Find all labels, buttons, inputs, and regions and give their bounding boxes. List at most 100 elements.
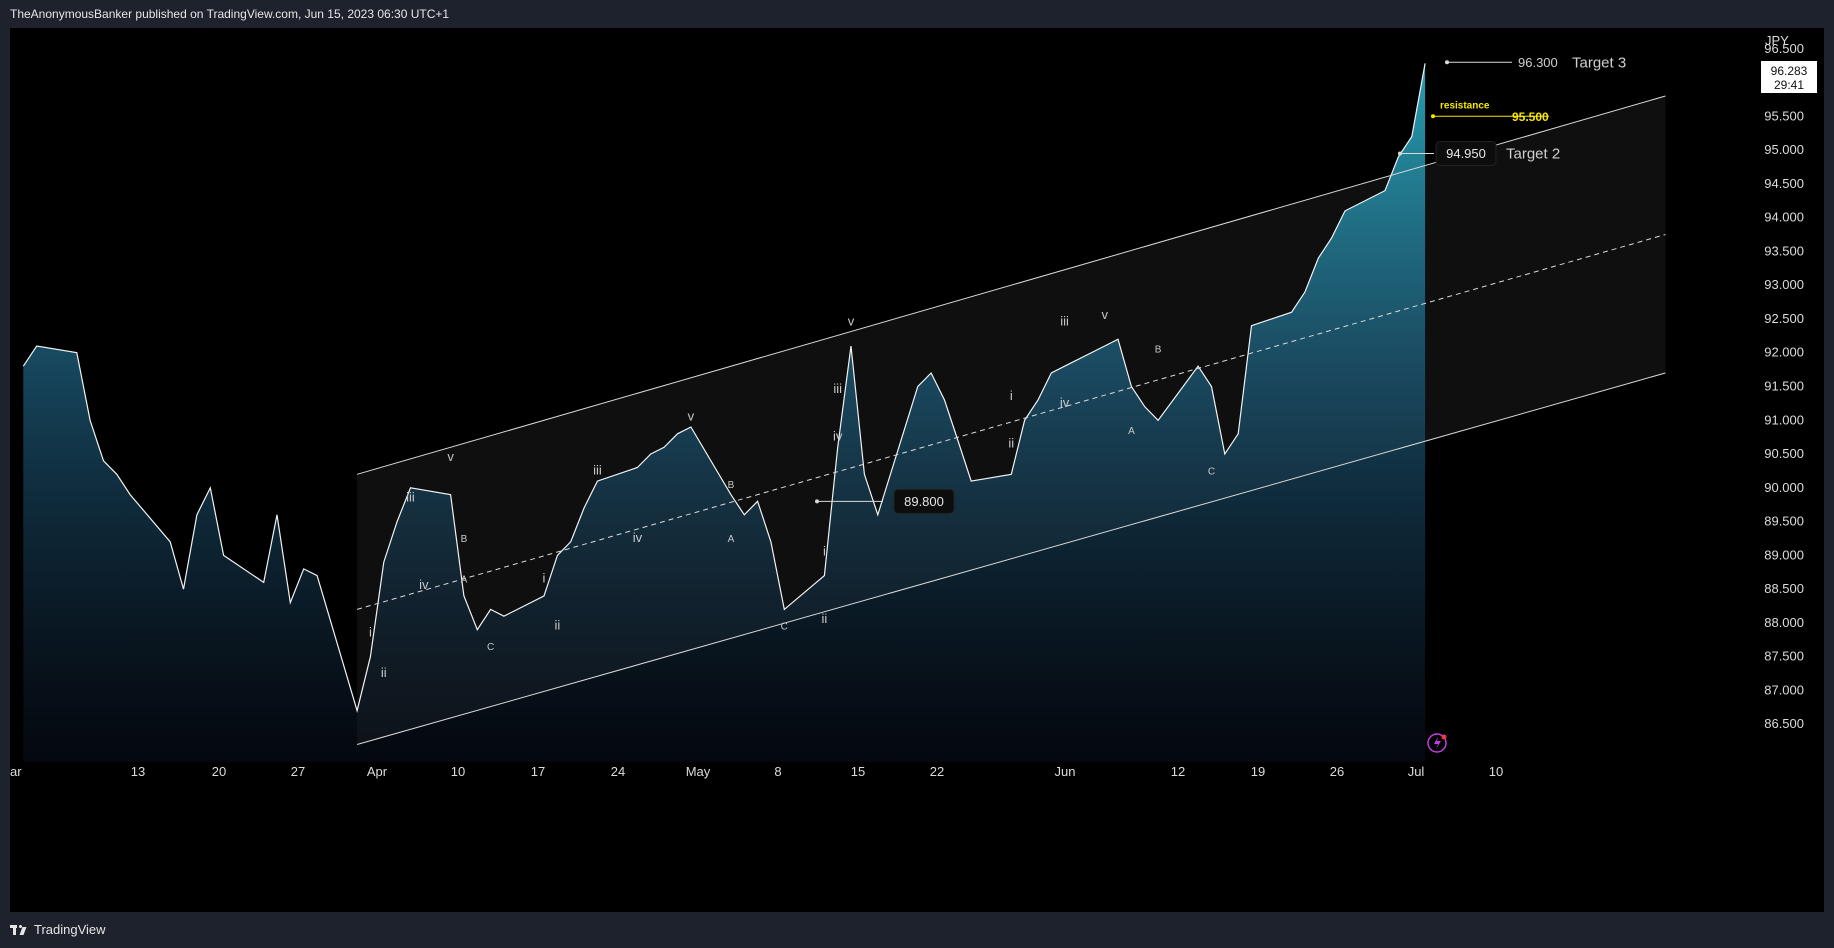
y-tick-label: 94.500	[1764, 176, 1804, 191]
level-label: resistance	[1440, 100, 1490, 111]
y-tick-label: 88.500	[1764, 581, 1804, 596]
level-anchor[interactable]	[1398, 151, 1402, 156]
levels-layer: 96.300 Target 3 95.500 resistance 94.950 Targ…	[815, 54, 1626, 514]
wave-label: B	[1155, 345, 1162, 356]
countdown-value: 29:41	[1774, 78, 1804, 92]
y-tick-label: 92.500	[1764, 311, 1804, 326]
level-anchor[interactable]	[1431, 114, 1435, 119]
wave-labels-layer: iiiiiiivvBACiiiiiiivvBACiiiiiiivviiiiiii…	[369, 307, 1215, 680]
x-tick-label: 26	[1330, 764, 1344, 779]
y-tick-label: 87.000	[1764, 683, 1804, 698]
x-tick-label: Apr	[367, 764, 388, 779]
x-tick-label: ar	[10, 764, 22, 779]
y-tick-label: 87.500	[1764, 649, 1804, 664]
y-tick-label: 86.500	[1764, 716, 1804, 731]
x-tick-label: 10	[451, 764, 465, 779]
y-tick-label: 92.000	[1764, 345, 1804, 360]
price-line	[22, 63, 1426, 713]
wave-label: v	[447, 449, 454, 464]
wave-label: C	[781, 622, 788, 633]
y-tick-label: 89.500	[1764, 514, 1804, 529]
wave-label: v	[1101, 307, 1108, 322]
wave-label: A	[461, 574, 468, 585]
y-tick-label: 96.500	[1764, 41, 1804, 56]
wave-label: iii	[406, 489, 415, 504]
x-tick-label: 27	[291, 764, 305, 779]
wave-label: B	[728, 480, 735, 491]
wave-label: i	[1010, 388, 1013, 403]
currency-label: JPY	[1765, 33, 1789, 48]
y-tick-label: 91.000	[1764, 412, 1804, 427]
x-tick-label: 15	[851, 764, 865, 779]
y-tick-label: 93.000	[1764, 277, 1804, 292]
wave-label: A	[1128, 426, 1135, 437]
channel-lower-line[interactable]	[356, 372, 1666, 745]
wave-label: C	[487, 642, 494, 653]
level-anchor[interactable]	[1445, 60, 1449, 65]
wave-label: ii	[1008, 435, 1014, 450]
x-tick-label: 22	[930, 764, 944, 779]
level-anchor[interactable]	[815, 499, 819, 504]
wave-label: ii	[822, 611, 828, 626]
y-tick-label: 94.000	[1764, 210, 1804, 225]
wave-label: v	[688, 408, 695, 423]
channel-mid-line[interactable]	[356, 234, 1666, 610]
wave-label: B	[461, 534, 468, 545]
y-axis[interactable]: 96.50096.00095.50095.00094.50094.00093.5…	[1764, 41, 1804, 731]
y-tick-label: 90.000	[1764, 480, 1804, 495]
wave-label: C	[1208, 466, 1215, 477]
x-tick-label: Jul	[1408, 764, 1425, 779]
x-tick-label: 20	[212, 764, 226, 779]
brand-label: TradingView	[34, 922, 106, 937]
price-area	[23, 63, 1426, 762]
wave-label: i	[823, 543, 826, 558]
wave-label: v	[848, 314, 855, 329]
footer-bar: TradingView	[0, 912, 1834, 948]
wave-label: i	[369, 624, 372, 639]
x-tick-label: 19	[1251, 764, 1265, 779]
level-value-box	[893, 488, 955, 514]
tradingview-logo-icon	[10, 924, 28, 935]
wave-label: iii	[593, 462, 602, 477]
y-tick-label: 90.500	[1764, 446, 1804, 461]
level-label: Target 2	[1506, 145, 1560, 162]
wave-label: iv	[419, 577, 429, 592]
wave-label: iii	[1060, 314, 1069, 329]
wave-label: ii	[555, 618, 561, 633]
x-tick-label: 24	[611, 764, 625, 779]
x-tick-label: May	[686, 764, 711, 779]
wave-label: A	[728, 534, 735, 545]
level-value-box	[1435, 140, 1497, 166]
y-tick-label: 95.000	[1764, 142, 1804, 157]
x-tick-label: Jun	[1055, 764, 1076, 779]
level-value: 95.500	[1512, 110, 1549, 124]
y-tick-label: 95.500	[1764, 108, 1804, 123]
publish-bar: TheAnonymousBanker published on TradingV…	[0, 0, 1834, 28]
tradingview-brand[interactable]: TradingView	[10, 922, 106, 937]
x-tick-label: 12	[1171, 764, 1185, 779]
last-price-badge: 96.283 29:41	[1761, 61, 1817, 93]
wave-label: iv	[1060, 395, 1070, 410]
level-value: 94.950	[1446, 146, 1486, 161]
last-price-value: 96.283	[1771, 64, 1808, 78]
x-tick-label: 8	[774, 764, 781, 779]
wave-label: ii	[381, 665, 387, 680]
price-chart-svg[interactable]: 96.300 Target 3 95.500 resistance 94.950 Targ…	[10, 28, 1824, 912]
y-tick-label: 89.000	[1764, 547, 1804, 562]
wave-label: iv	[833, 429, 843, 444]
x-axis[interactable]: ar 13 20 27 Apr 10 17 24 May 8 15 22 Jun 12 19 26 Jul 10	[10, 764, 1503, 779]
publish-text: TheAnonymousBanker published on TradingV…	[10, 7, 450, 21]
level-value: 89.800	[904, 494, 944, 509]
wave-label: i	[543, 570, 546, 585]
lightning-icon[interactable]	[1427, 733, 1447, 753]
y-tick-label: 93.500	[1764, 243, 1804, 258]
chart-area[interactable]: 96.300 Target 3 95.500 resistance 94.950 Targ…	[10, 28, 1824, 912]
level-label: Target 3	[1572, 54, 1626, 71]
level-value: 96.300	[1518, 55, 1558, 70]
x-tick-label: 13	[131, 764, 145, 779]
x-tick-label: 17	[531, 764, 545, 779]
y-tick-label: 91.500	[1764, 379, 1804, 394]
y-tick-label: 88.000	[1764, 615, 1804, 630]
wave-label: iii	[833, 381, 842, 396]
x-tick-label: 10	[1489, 764, 1503, 779]
